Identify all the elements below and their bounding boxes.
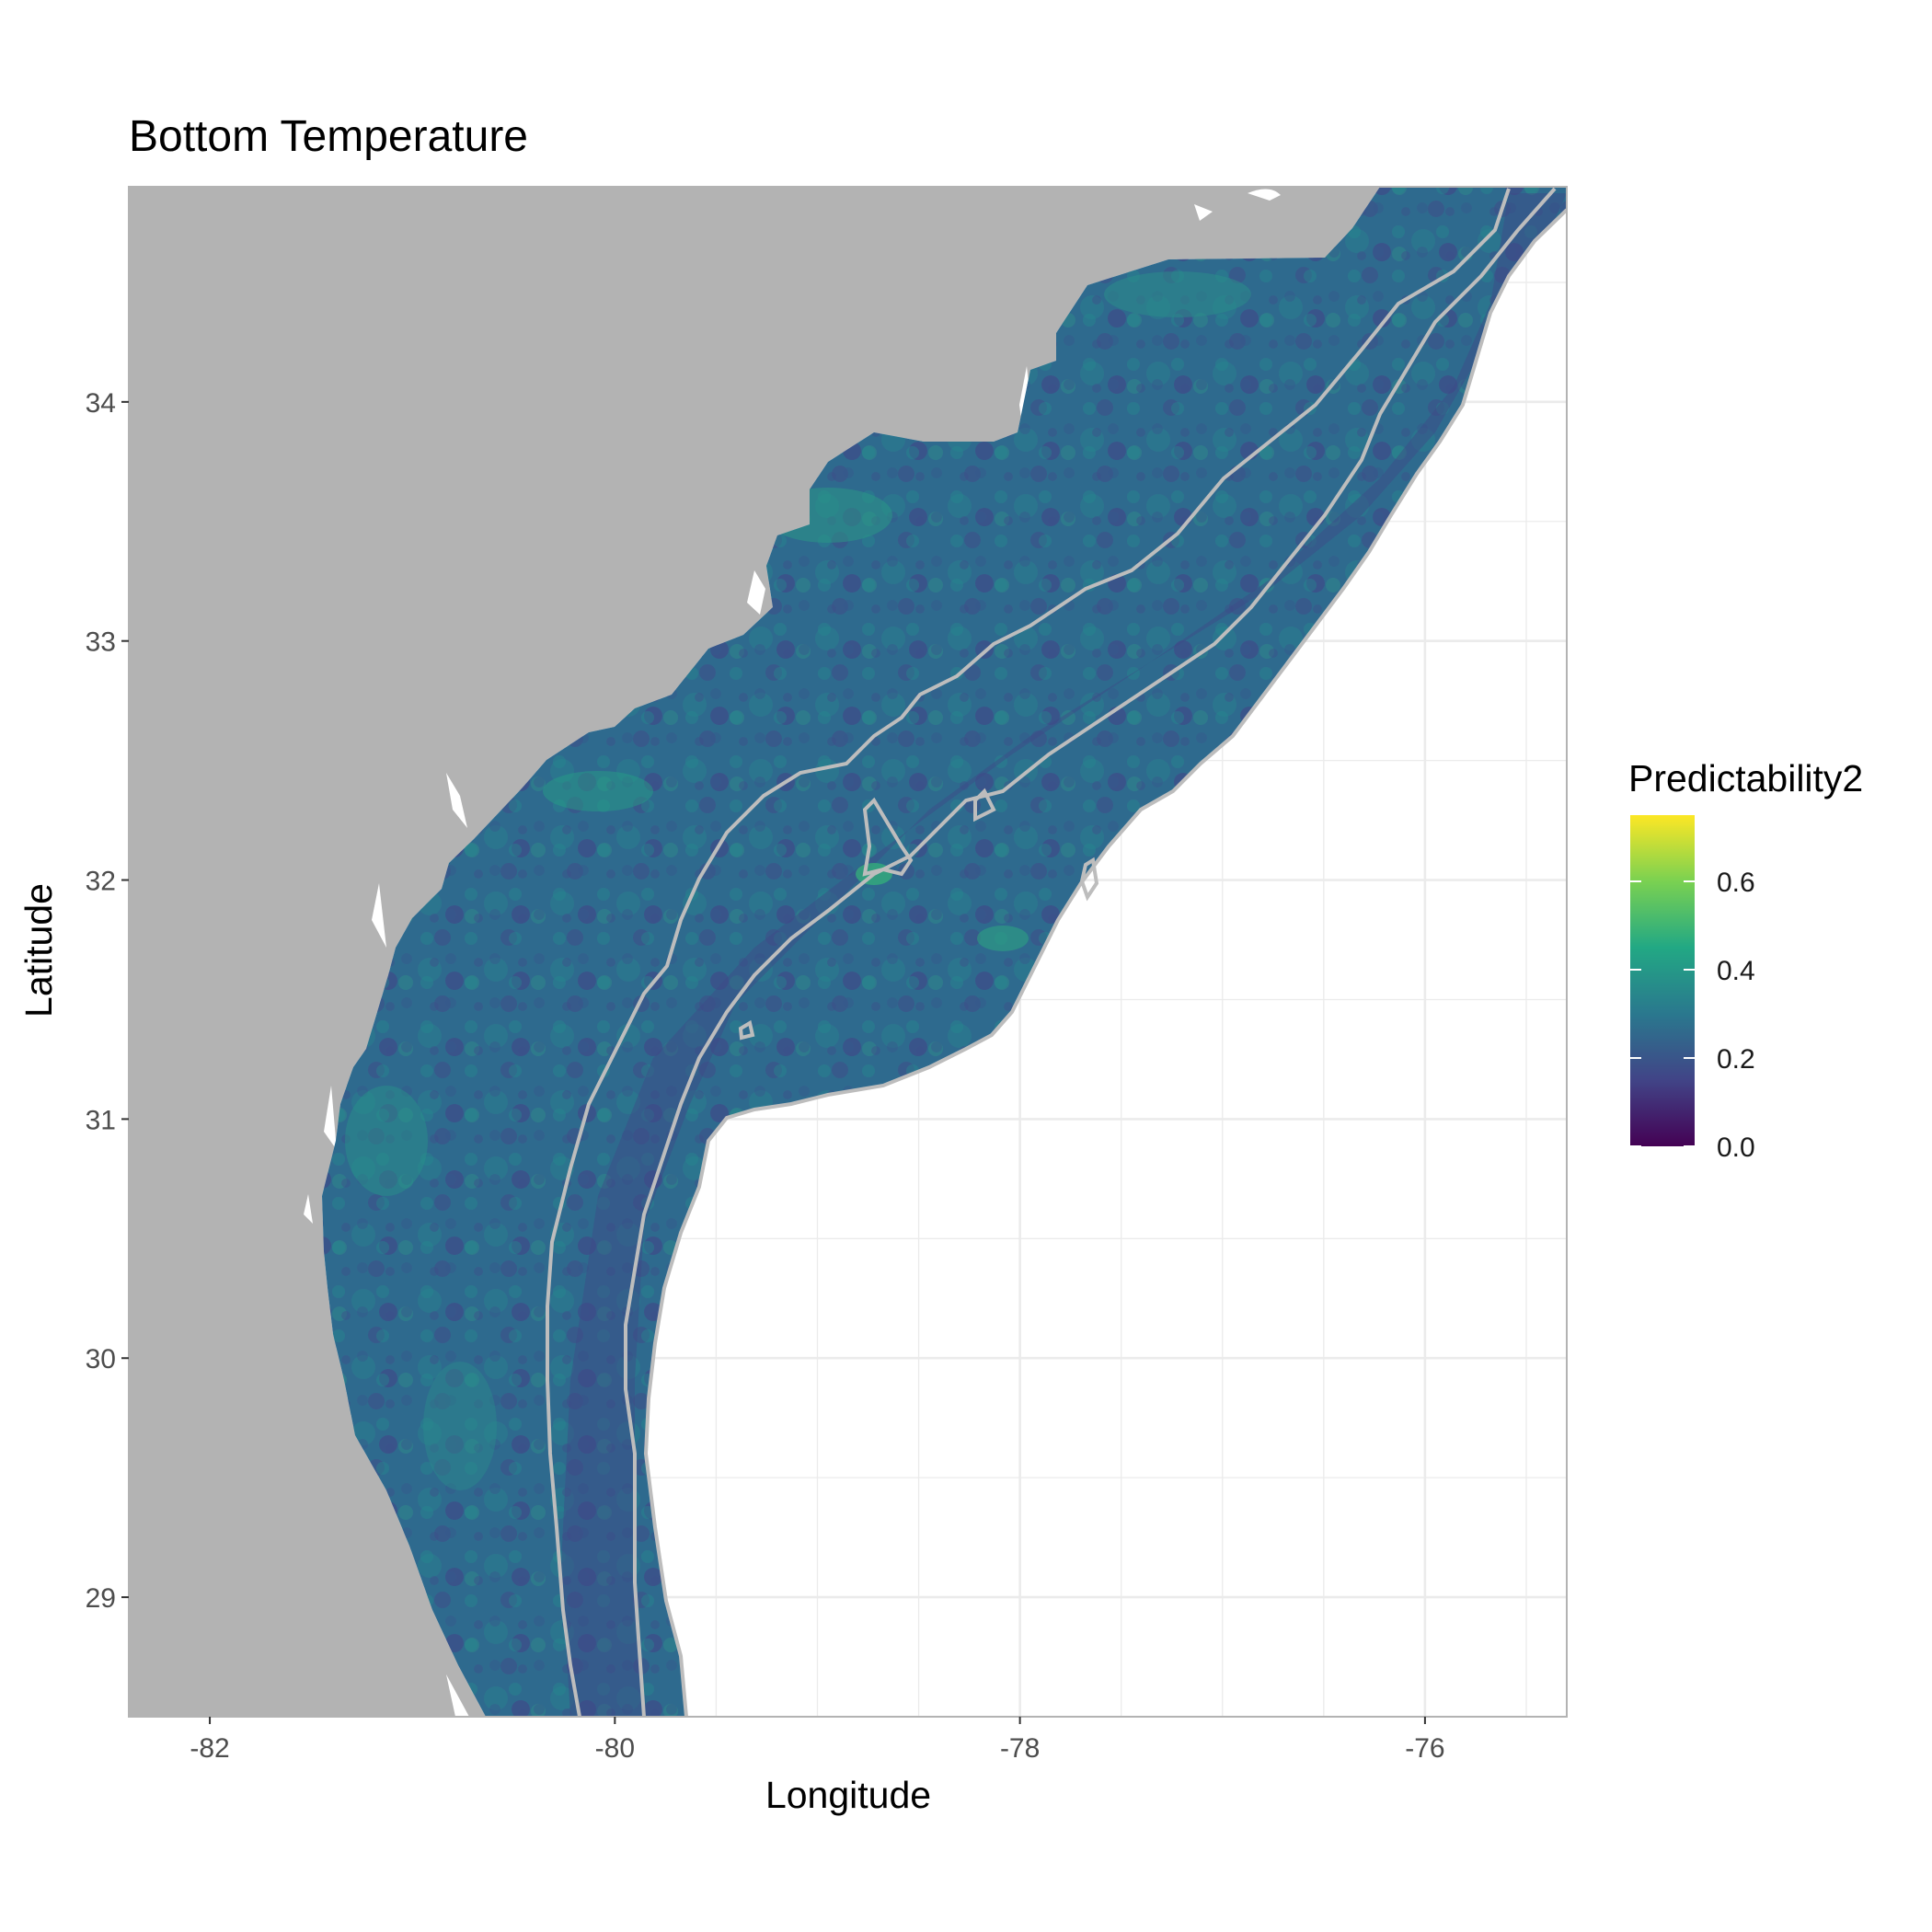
legend-ticks: 0.6 0.4 0.2 0.0 bbox=[1630, 868, 1755, 1163]
y-tick-label: 30 bbox=[86, 1344, 116, 1374]
y-axis-ticks: 29 30 31 32 33 34 bbox=[86, 388, 129, 1614]
x-tick-label: -82 bbox=[190, 1733, 229, 1764]
legend-tick-label: 0.6 bbox=[1717, 868, 1755, 898]
y-tick-label: 32 bbox=[86, 867, 116, 897]
contour-line bbox=[1079, 857, 1099, 902]
chart-title: Bottom Temperature bbox=[129, 112, 528, 161]
contour-line bbox=[973, 788, 996, 822]
x-axis-ticks: -82 -80 -78 -76 bbox=[190, 1717, 1445, 1764]
legend: Predictability2 0.6 0.4 0.2 0.0 bbox=[1628, 757, 1863, 1163]
legend-tick-label: 0.2 bbox=[1717, 1044, 1755, 1075]
x-tick-label: -80 bbox=[595, 1733, 635, 1764]
legend-tick-label: 0.0 bbox=[1717, 1133, 1755, 1163]
contour-line bbox=[624, 187, 1557, 1717]
y-axis-label: Latitude bbox=[17, 883, 60, 1018]
legend-title: Predictability2 bbox=[1628, 757, 1863, 799]
y-tick-label: 31 bbox=[86, 1105, 116, 1135]
x-tick-label: -78 bbox=[1000, 1733, 1040, 1764]
contour-line bbox=[738, 1019, 755, 1041]
legend-colorbar bbox=[1630, 815, 1695, 1146]
y-tick-label: 34 bbox=[86, 388, 116, 419]
y-tick-label: 33 bbox=[86, 627, 116, 658]
x-tick-label: -76 bbox=[1405, 1733, 1444, 1764]
contour-line bbox=[862, 797, 914, 877]
contour-line bbox=[643, 208, 1567, 1717]
depth-contours bbox=[546, 187, 1567, 1717]
legend-tick-label: 0.4 bbox=[1717, 956, 1755, 986]
x-axis-label: Longitude bbox=[765, 1774, 931, 1816]
contour-line bbox=[546, 188, 1511, 1717]
land bbox=[129, 187, 1380, 1717]
panel-border bbox=[128, 186, 1568, 1718]
map-panel bbox=[128, 186, 1568, 1718]
y-tick-label: 29 bbox=[86, 1583, 116, 1614]
